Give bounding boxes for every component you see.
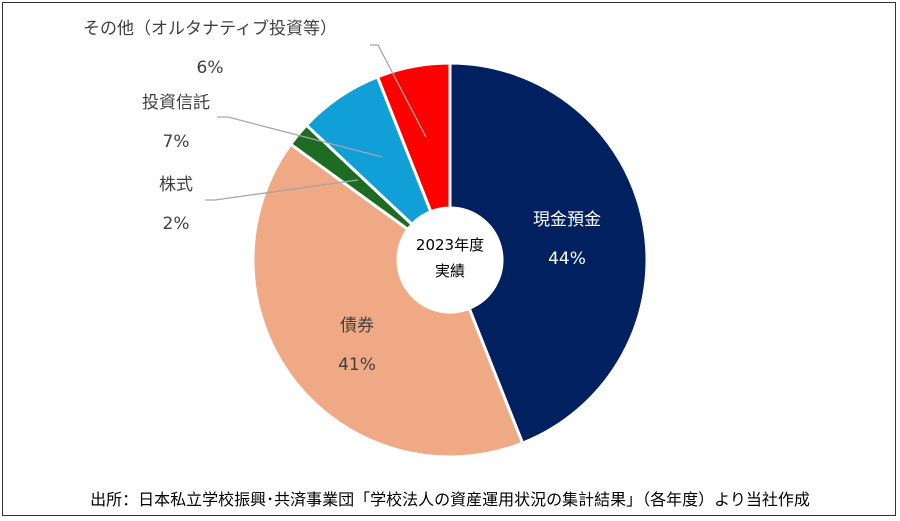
center-label-line: 2023年度 bbox=[416, 236, 484, 254]
chart-frame bbox=[2, 2, 896, 516]
value-label-bonds: 41% bbox=[338, 355, 376, 375]
source-note: 出所：日本私立学校振興･共済事業団「学校法人の資産運用状況の集計結果」（各年度）… bbox=[90, 490, 810, 509]
leader-line-funds bbox=[217, 116, 383, 158]
center-label-line: 実績 bbox=[435, 262, 465, 280]
value-label-stocks: 2% bbox=[163, 214, 190, 234]
slice-bonds bbox=[251, 142, 525, 459]
slice-other bbox=[375, 61, 452, 214]
data-label-stocks: 株式 bbox=[159, 175, 193, 195]
value-label-funds: 7% bbox=[163, 132, 190, 152]
data-label-bonds: 債券 bbox=[340, 316, 374, 336]
data-label-cash: 現金預金 bbox=[533, 210, 601, 230]
leader-line-stocks bbox=[205, 179, 359, 201]
slice-cash bbox=[448, 61, 649, 446]
data-label-other: その他（オルタナティブ投資等） bbox=[83, 18, 337, 39]
value-label-cash: 44% bbox=[548, 249, 586, 269]
data-label-funds: 投資信託 bbox=[142, 93, 210, 113]
value-label-other: 6% bbox=[197, 58, 224, 78]
leader-line-other bbox=[370, 44, 427, 138]
